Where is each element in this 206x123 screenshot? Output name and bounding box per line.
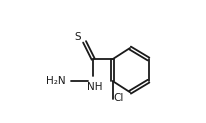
Text: NH: NH — [87, 82, 103, 92]
Text: S: S — [75, 32, 82, 42]
Text: Cl: Cl — [114, 93, 124, 103]
Text: H₂N: H₂N — [46, 76, 66, 86]
